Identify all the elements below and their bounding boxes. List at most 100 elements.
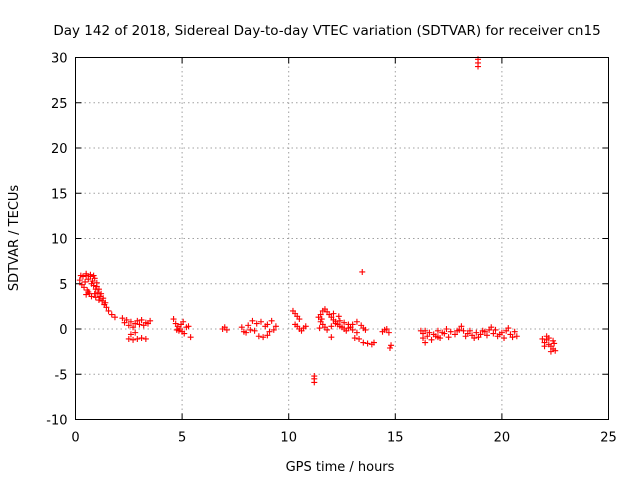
data-point	[257, 318, 264, 325]
data-point	[473, 329, 480, 336]
data-point	[181, 330, 188, 337]
data-point	[134, 317, 141, 324]
data-point	[76, 277, 83, 284]
data-point	[551, 340, 558, 347]
data-point	[336, 317, 343, 324]
data-point	[302, 323, 309, 330]
data-point	[426, 329, 433, 336]
data-point	[147, 317, 154, 324]
data-point	[108, 311, 115, 318]
y-tick-label: 0	[59, 323, 67, 338]
data-point	[223, 326, 230, 333]
data-point	[77, 272, 84, 279]
data-point	[443, 326, 450, 332]
data-point	[496, 331, 503, 338]
data-point	[434, 327, 441, 334]
series-arc-5	[238, 317, 279, 341]
data-point	[324, 326, 331, 333]
data-point	[420, 330, 427, 337]
y-tick-label: 30	[51, 52, 68, 67]
data-point	[125, 335, 132, 342]
x-tick-label: 15	[387, 431, 404, 446]
data-point	[441, 330, 448, 337]
x-tick-label: 20	[494, 431, 511, 446]
data-point	[428, 336, 435, 343]
data-point	[318, 316, 325, 323]
data-point	[451, 331, 458, 338]
data-point	[88, 293, 95, 300]
data-point	[341, 319, 348, 326]
data-point	[550, 337, 557, 344]
data-point	[541, 343, 548, 350]
series-arc-6	[289, 307, 318, 386]
data-point	[266, 328, 273, 335]
y-tick-labels: -10 -5 0 5 10 15 20 25 30	[46, 52, 67, 429]
data-point	[87, 271, 94, 278]
data-point	[328, 323, 335, 330]
data-point	[539, 335, 546, 342]
y-tick-label: 25	[51, 97, 68, 112]
data-point	[332, 320, 339, 327]
data-point	[119, 315, 126, 322]
data-point	[543, 333, 550, 340]
data-point	[505, 325, 512, 332]
data-point	[471, 335, 478, 342]
data-point	[492, 326, 499, 333]
data-point	[130, 336, 137, 343]
series-arc-10	[539, 333, 559, 355]
data-point	[127, 331, 134, 338]
y-tick-label: -10	[46, 414, 67, 429]
data-point	[383, 326, 390, 332]
data-point	[424, 333, 431, 340]
data-point	[238, 324, 245, 331]
data-point	[466, 327, 473, 334]
data-point	[268, 317, 275, 324]
y-axis-label: SDTVAR / TECUs	[7, 185, 22, 292]
data-point	[91, 290, 98, 297]
data-point	[255, 333, 262, 340]
data-point	[359, 268, 366, 275]
data-point	[479, 327, 486, 334]
grid-lines	[75, 57, 609, 420]
data-point	[98, 290, 105, 297]
data-point	[272, 323, 279, 330]
data-point	[142, 335, 149, 342]
data-point	[185, 323, 192, 330]
data-point	[105, 307, 112, 314]
data-point	[90, 272, 97, 279]
data-point	[249, 317, 256, 324]
data-point	[90, 282, 97, 289]
data-point	[187, 334, 194, 341]
data-point	[356, 335, 363, 342]
data-point	[264, 332, 271, 339]
data-point	[447, 328, 454, 335]
plot-frame	[75, 57, 609, 420]
series-arc-8	[379, 326, 395, 352]
data-point	[345, 321, 352, 328]
data-point	[99, 297, 106, 304]
series-arc-9	[417, 56, 520, 346]
data-point	[245, 322, 252, 329]
data-point	[388, 342, 395, 349]
data-point	[170, 316, 177, 323]
data-point	[83, 291, 90, 298]
data-point	[260, 334, 267, 341]
y-tick-label: 10	[51, 233, 68, 248]
data-points	[76, 56, 559, 386]
data-point	[335, 313, 342, 320]
data-point	[458, 323, 465, 330]
data-point	[270, 326, 277, 333]
data-point	[547, 348, 554, 355]
data-point	[370, 339, 377, 346]
data-point	[509, 334, 516, 341]
x-tick-label: 5	[178, 431, 186, 446]
data-point	[180, 318, 187, 325]
series-arc-3	[170, 316, 194, 341]
y-tick-label: 5	[59, 278, 67, 293]
data-point	[552, 347, 559, 354]
data-point	[243, 329, 250, 336]
x-tick-label: 0	[71, 431, 79, 446]
data-point	[330, 310, 337, 317]
series-arc-2	[119, 315, 154, 343]
